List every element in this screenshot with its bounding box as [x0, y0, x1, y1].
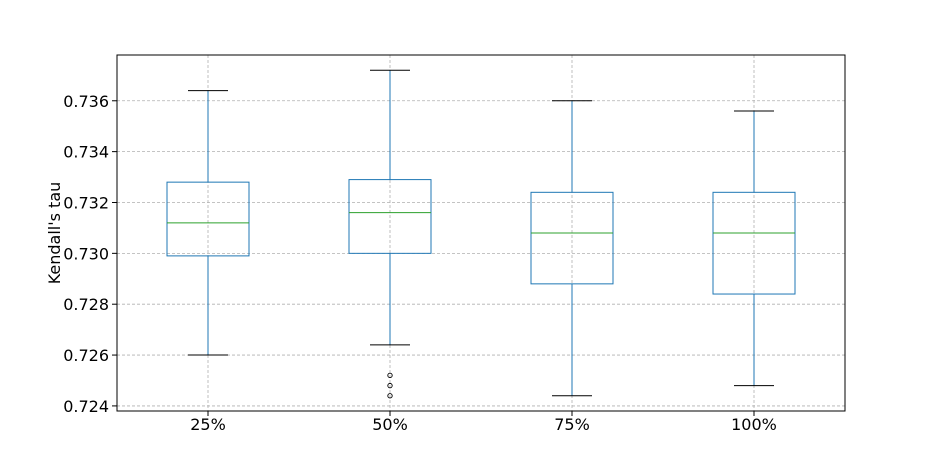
- y-tick-label: 0.732: [63, 193, 109, 212]
- x-tick-label: 25%: [190, 415, 226, 434]
- y-tick-label: 0.730: [63, 244, 109, 263]
- outlier-point: [387, 372, 393, 379]
- y-tick-label: 0.728: [63, 295, 109, 314]
- box-group: [712, 110, 796, 387]
- iqr-box: [530, 191, 614, 285]
- outlier-point: [387, 382, 393, 389]
- y-axis-label: Kendall's tau: [45, 182, 64, 285]
- outlier-point: [387, 393, 393, 399]
- iqr-box: [166, 181, 250, 257]
- box-group: [530, 100, 614, 397]
- x-tick-label: 100%: [731, 415, 777, 434]
- y-tick-label: 0.724: [63, 397, 109, 416]
- x-tick-label: 75%: [554, 415, 590, 434]
- y-tick-label: 0.734: [63, 143, 109, 162]
- plot-frame: [116, 54, 846, 412]
- iqr-box: [712, 191, 796, 295]
- y-tick-label: 0.736: [63, 92, 109, 111]
- box-layer: [166, 69, 796, 399]
- x-tick-label: 50%: [372, 415, 408, 434]
- iqr-box: [348, 179, 432, 254]
- y-tick-label: 0.726: [63, 346, 109, 365]
- box-group: [348, 69, 432, 399]
- axis-layer: 0.724 0.726 0.728 0.730 0.732 0.734 0.736 25% 50…: [63, 92, 777, 434]
- box-group: [166, 90, 250, 356]
